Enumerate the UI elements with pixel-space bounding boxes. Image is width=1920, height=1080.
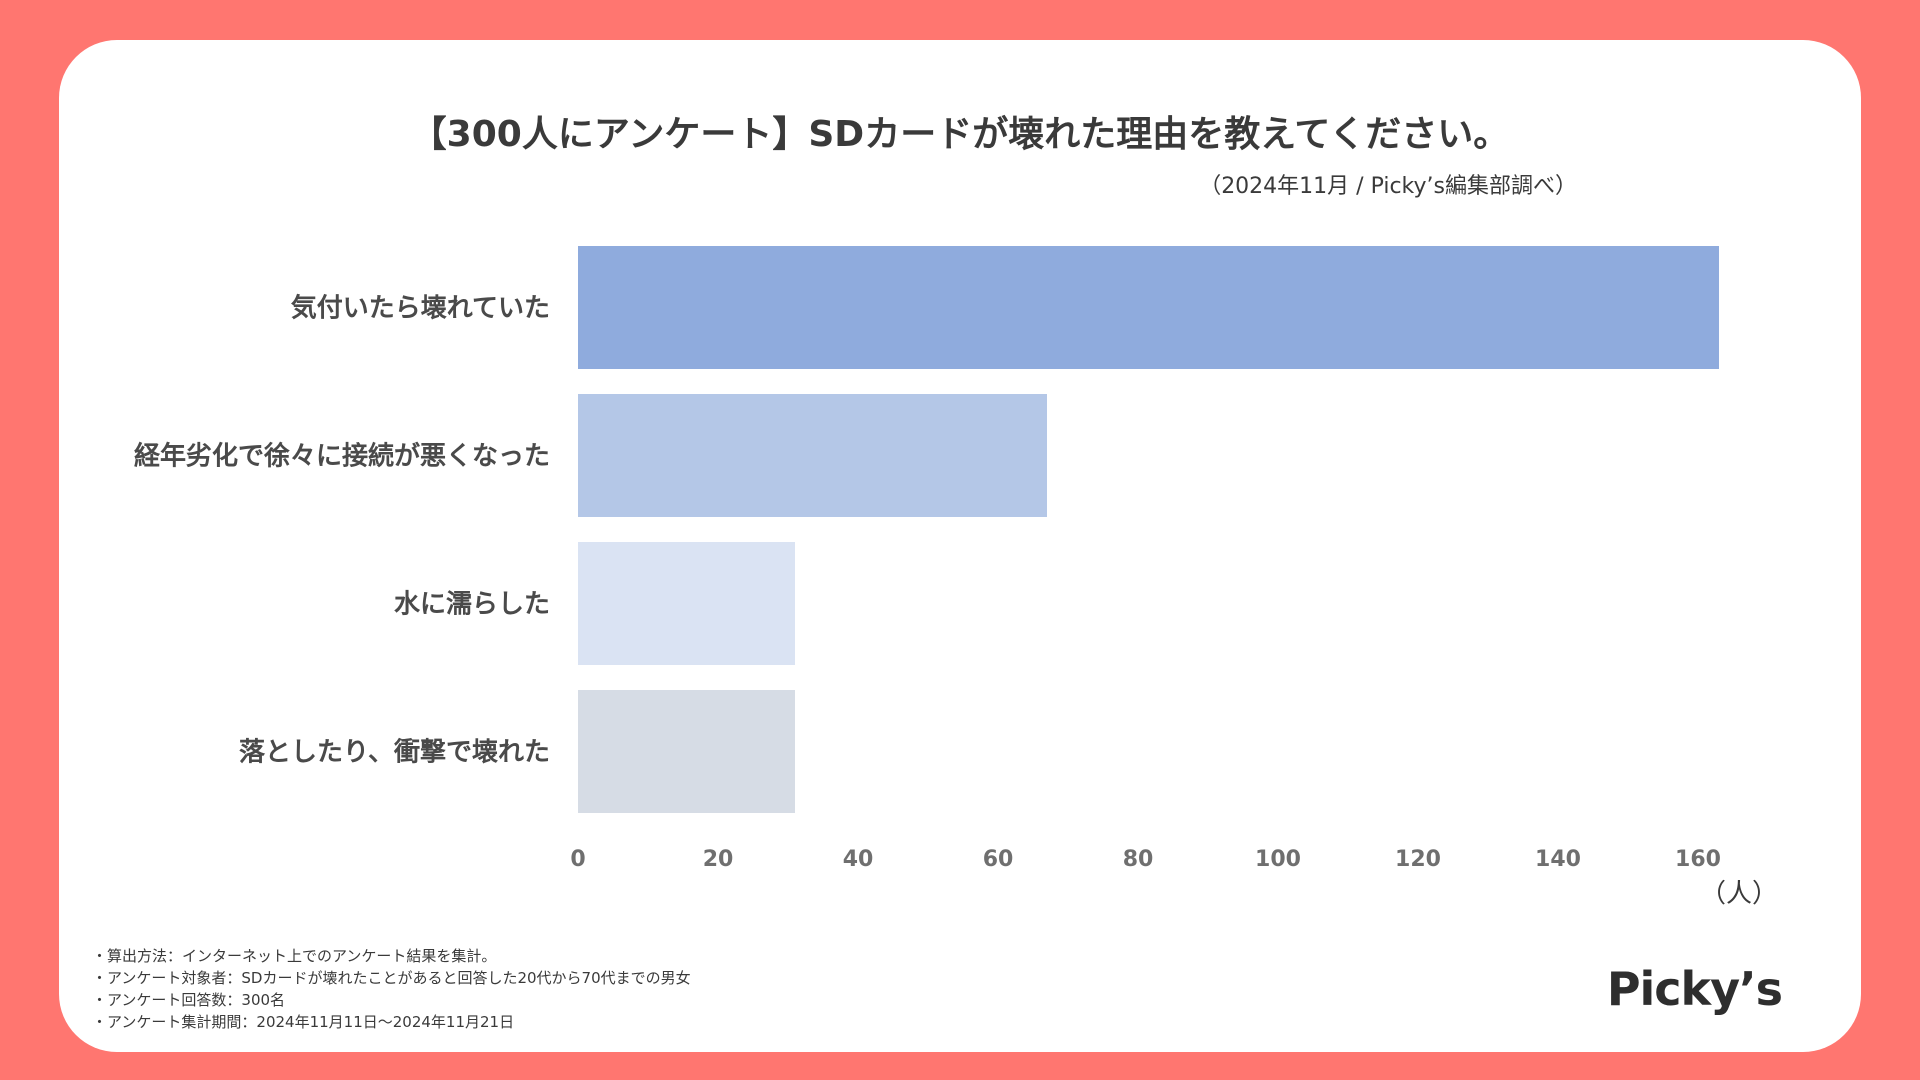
- bar-2: [578, 394, 1047, 517]
- brand-logo: Picky’s: [1606, 962, 1783, 1016]
- category-label-2: 経年劣化で徐々に接続が悪くなった: [134, 441, 550, 472]
- x-tick-label-160: 160: [1675, 847, 1721, 872]
- bar-4: [578, 690, 795, 813]
- x-tick-label-140: 140: [1535, 847, 1581, 872]
- bar-3: [578, 542, 795, 665]
- category-label-1: 気付いたら壊れていた: [291, 293, 550, 324]
- x-tick-label-100: 100: [1255, 847, 1301, 872]
- note-method: ・算出方法：インターネット上でのアンケート結果を集計。: [92, 947, 497, 965]
- category-label-4: 落としたり、衝撃で壊れた: [239, 738, 550, 768]
- source-note: （2024年11月 / Picky’s編集部調べ）: [1199, 174, 1577, 199]
- x-tick-label-80: 80: [1123, 847, 1154, 872]
- x-tick-label-0: 0: [570, 847, 585, 872]
- x-tick-label-120: 120: [1395, 847, 1441, 872]
- chart-title: 【300人にアンケート】SDカードが壊れた理由を教えてください。: [410, 114, 1510, 155]
- bar-1: [578, 246, 1719, 369]
- survey-notes: ・算出方法：インターネット上でのアンケート結果を集計。 ・アンケート対象者：SD…: [92, 945, 691, 1033]
- x-tick-label-40: 40: [843, 847, 874, 872]
- note-period: ・アンケート集計期間：2024年11月11日〜2024年11月21日: [92, 1013, 515, 1031]
- x-tick-label-20: 20: [703, 847, 734, 872]
- x-axis-unit-label: （人）: [1700, 879, 1778, 909]
- note-target: ・アンケート対象者：SDカードが壊れたことがあると回答した20代から70代までの…: [92, 969, 691, 987]
- x-tick-label-60: 60: [983, 847, 1014, 872]
- chart-card: [59, 40, 1861, 1052]
- category-label-3: 水に濡らした: [394, 590, 550, 620]
- note-count: ・アンケート回答数：300名: [92, 991, 286, 1009]
